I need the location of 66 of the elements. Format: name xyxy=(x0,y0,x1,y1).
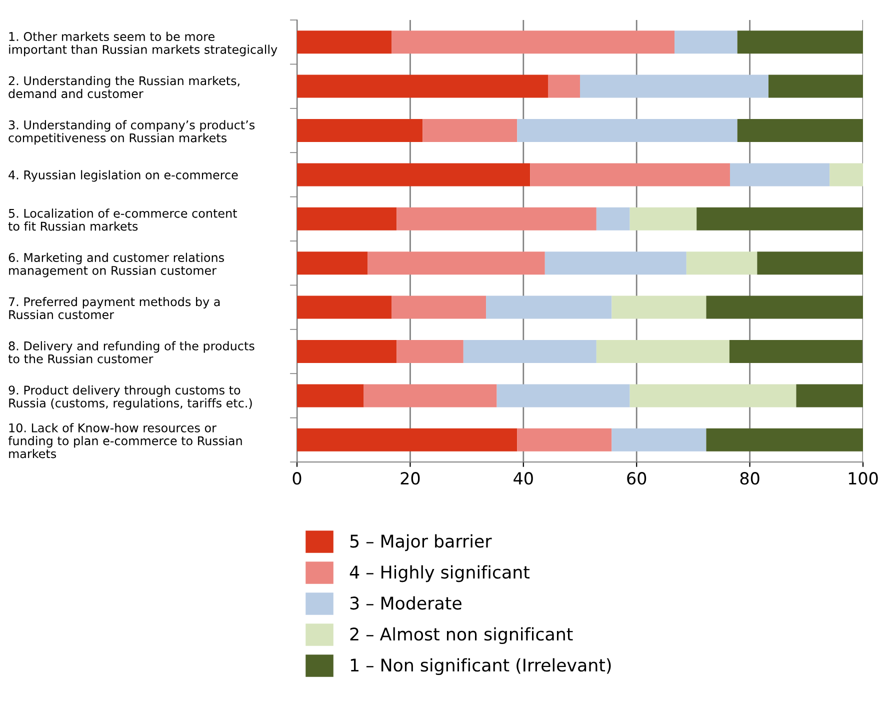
bar xyxy=(686,252,758,275)
bar xyxy=(706,296,863,319)
bar xyxy=(297,296,392,319)
y-tick-label: 4. Ryussian legislation on e-commerce xyxy=(8,170,238,182)
bar xyxy=(396,207,596,230)
legend-label: 1 – Non significant (Irrelevant) xyxy=(350,658,611,676)
x-tick-label: 20 xyxy=(400,472,420,485)
bar xyxy=(612,428,706,452)
x-tick-label: 0 xyxy=(292,472,302,485)
y-tick-label: 2. Understanding the Russian markets, demand and customer xyxy=(8,76,240,98)
legend-label: 3 – Moderate xyxy=(350,596,462,610)
bar xyxy=(674,30,738,54)
bar xyxy=(463,340,596,363)
y-tick-label: 10. Lack of Know-how resources or funding to plan e-commerce to Russian markets xyxy=(8,423,242,458)
bar xyxy=(297,340,397,363)
bar xyxy=(517,119,738,142)
bar xyxy=(596,207,630,230)
bar xyxy=(729,340,862,363)
bar xyxy=(696,207,863,230)
bar xyxy=(737,30,863,54)
y-tick-label: 1. Other markets seem to be more important than Russian markets strategically xyxy=(9,32,278,56)
bar xyxy=(297,30,392,54)
bar xyxy=(496,384,630,408)
bar xyxy=(297,428,518,452)
bar xyxy=(796,384,863,408)
bar xyxy=(548,74,580,98)
bar xyxy=(392,30,675,54)
bar xyxy=(580,74,768,98)
bar xyxy=(297,119,423,142)
x-tick-label: 40 xyxy=(514,472,533,485)
bar xyxy=(297,252,368,275)
y-tick-label: 3. Understanding of company’s product’s competitiveness on Russian markets xyxy=(8,120,255,145)
bar xyxy=(730,163,830,186)
y-tick-label: 8. Delivery and refunding of the products to the Russian customer xyxy=(8,341,254,364)
bar xyxy=(612,296,706,319)
y-tick-label: 7. Preferred payment methods by a Russian customer xyxy=(8,296,220,320)
x-tick-label: 80 xyxy=(740,472,760,485)
bar xyxy=(517,428,612,452)
bar xyxy=(630,384,796,408)
bar xyxy=(630,207,697,230)
bar xyxy=(396,340,464,363)
bar xyxy=(364,384,497,408)
bar xyxy=(297,207,397,230)
bar xyxy=(297,163,530,186)
legend-label: 2 – Almost non significant xyxy=(350,627,573,644)
y-tick-label: 9. Product delivery through customs to Russia (customs, regulations, tariffs etc.) xyxy=(8,385,252,410)
bar xyxy=(297,384,364,408)
y-tick-label: 6. Marketing and customer relations management on Russian customer xyxy=(8,252,224,278)
legend-label: 5 – Major barrier xyxy=(350,534,492,552)
bar xyxy=(530,163,730,186)
bar xyxy=(737,119,863,142)
x-tick-label: 100 xyxy=(848,472,878,485)
bar xyxy=(392,296,486,319)
y-tick-label: 5. Localization of e-commerce content to fit Russian markets xyxy=(8,208,237,231)
bar xyxy=(757,252,863,275)
bar xyxy=(768,74,863,98)
bar xyxy=(368,252,545,275)
bar xyxy=(596,340,730,363)
x-tick-label: 60 xyxy=(627,472,646,485)
bar xyxy=(544,252,686,275)
bar xyxy=(830,163,863,186)
legend-label: 4 – Highly significant xyxy=(350,565,530,582)
bar xyxy=(297,74,548,98)
bar xyxy=(706,428,863,452)
bar xyxy=(422,119,518,142)
bar xyxy=(486,296,612,319)
